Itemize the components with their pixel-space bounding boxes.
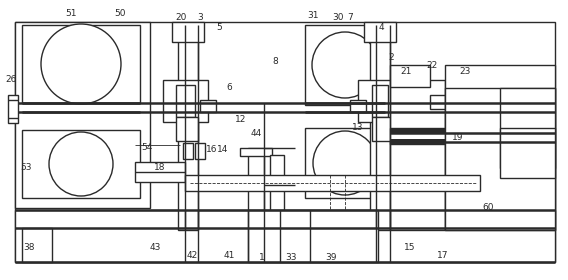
Bar — [8, 95, 18, 123]
Bar — [22, 25, 140, 103]
Bar — [500, 88, 555, 168]
Text: 3: 3 — [197, 13, 203, 22]
Bar — [135, 162, 185, 182]
Bar — [364, 22, 396, 42]
Text: 19: 19 — [452, 134, 463, 143]
Bar — [240, 148, 272, 156]
Bar — [200, 100, 216, 112]
Text: 20: 20 — [176, 13, 187, 22]
Bar — [445, 65, 555, 230]
Bar — [176, 85, 195, 117]
Bar — [372, 85, 388, 117]
Bar — [248, 148, 264, 210]
Bar — [15, 22, 555, 262]
Bar — [195, 143, 205, 159]
Text: 39: 39 — [325, 253, 337, 263]
Bar — [305, 128, 385, 198]
Text: 12: 12 — [235, 115, 247, 125]
Text: 41: 41 — [223, 251, 235, 260]
Text: 15: 15 — [404, 244, 416, 253]
Bar — [22, 228, 52, 262]
Text: 18: 18 — [154, 164, 166, 172]
Bar — [390, 139, 500, 144]
Bar — [390, 128, 500, 133]
Text: 42: 42 — [186, 251, 198, 260]
Bar — [15, 22, 150, 208]
Bar — [430, 95, 445, 109]
Text: 14: 14 — [218, 146, 229, 155]
Text: 43: 43 — [149, 244, 161, 253]
Bar — [390, 80, 445, 230]
Text: 50: 50 — [114, 8, 126, 17]
Bar — [305, 25, 385, 105]
Bar — [358, 80, 400, 122]
Bar — [185, 175, 480, 191]
Bar — [390, 65, 430, 87]
Text: 60: 60 — [482, 204, 494, 213]
Bar — [22, 130, 140, 198]
Text: 2: 2 — [388, 53, 394, 62]
Bar — [372, 117, 392, 141]
Text: 6: 6 — [226, 83, 232, 92]
Text: 22: 22 — [427, 60, 437, 69]
Text: 23: 23 — [460, 67, 471, 76]
Text: 21: 21 — [400, 67, 412, 76]
Circle shape — [49, 132, 113, 196]
Text: 17: 17 — [437, 251, 449, 260]
Bar — [390, 128, 500, 144]
Text: 54: 54 — [141, 143, 153, 153]
Bar — [176, 117, 198, 141]
Text: 33: 33 — [285, 253, 296, 263]
Bar — [172, 22, 204, 42]
Circle shape — [312, 32, 378, 98]
Text: 16: 16 — [206, 146, 218, 155]
Text: 51: 51 — [65, 8, 77, 17]
Text: 1: 1 — [259, 253, 265, 263]
Bar — [270, 155, 284, 210]
Text: 30: 30 — [332, 13, 344, 22]
Text: 7: 7 — [347, 13, 353, 22]
Bar — [500, 128, 555, 178]
Text: 8: 8 — [272, 57, 278, 67]
Bar — [163, 80, 208, 122]
Text: 13: 13 — [352, 123, 364, 132]
Text: 53: 53 — [20, 164, 32, 172]
Text: 5: 5 — [216, 24, 222, 32]
Bar — [178, 25, 198, 230]
Bar — [445, 88, 555, 230]
Bar — [248, 210, 378, 262]
Bar — [183, 143, 193, 159]
Bar — [370, 25, 390, 230]
Bar — [15, 210, 555, 262]
Circle shape — [41, 24, 121, 104]
Text: 26: 26 — [5, 76, 16, 85]
Text: 31: 31 — [307, 11, 319, 20]
Text: 4: 4 — [378, 24, 384, 32]
Text: 44: 44 — [250, 129, 262, 137]
Text: 38: 38 — [23, 244, 35, 253]
Circle shape — [313, 131, 377, 195]
Bar — [350, 100, 366, 112]
